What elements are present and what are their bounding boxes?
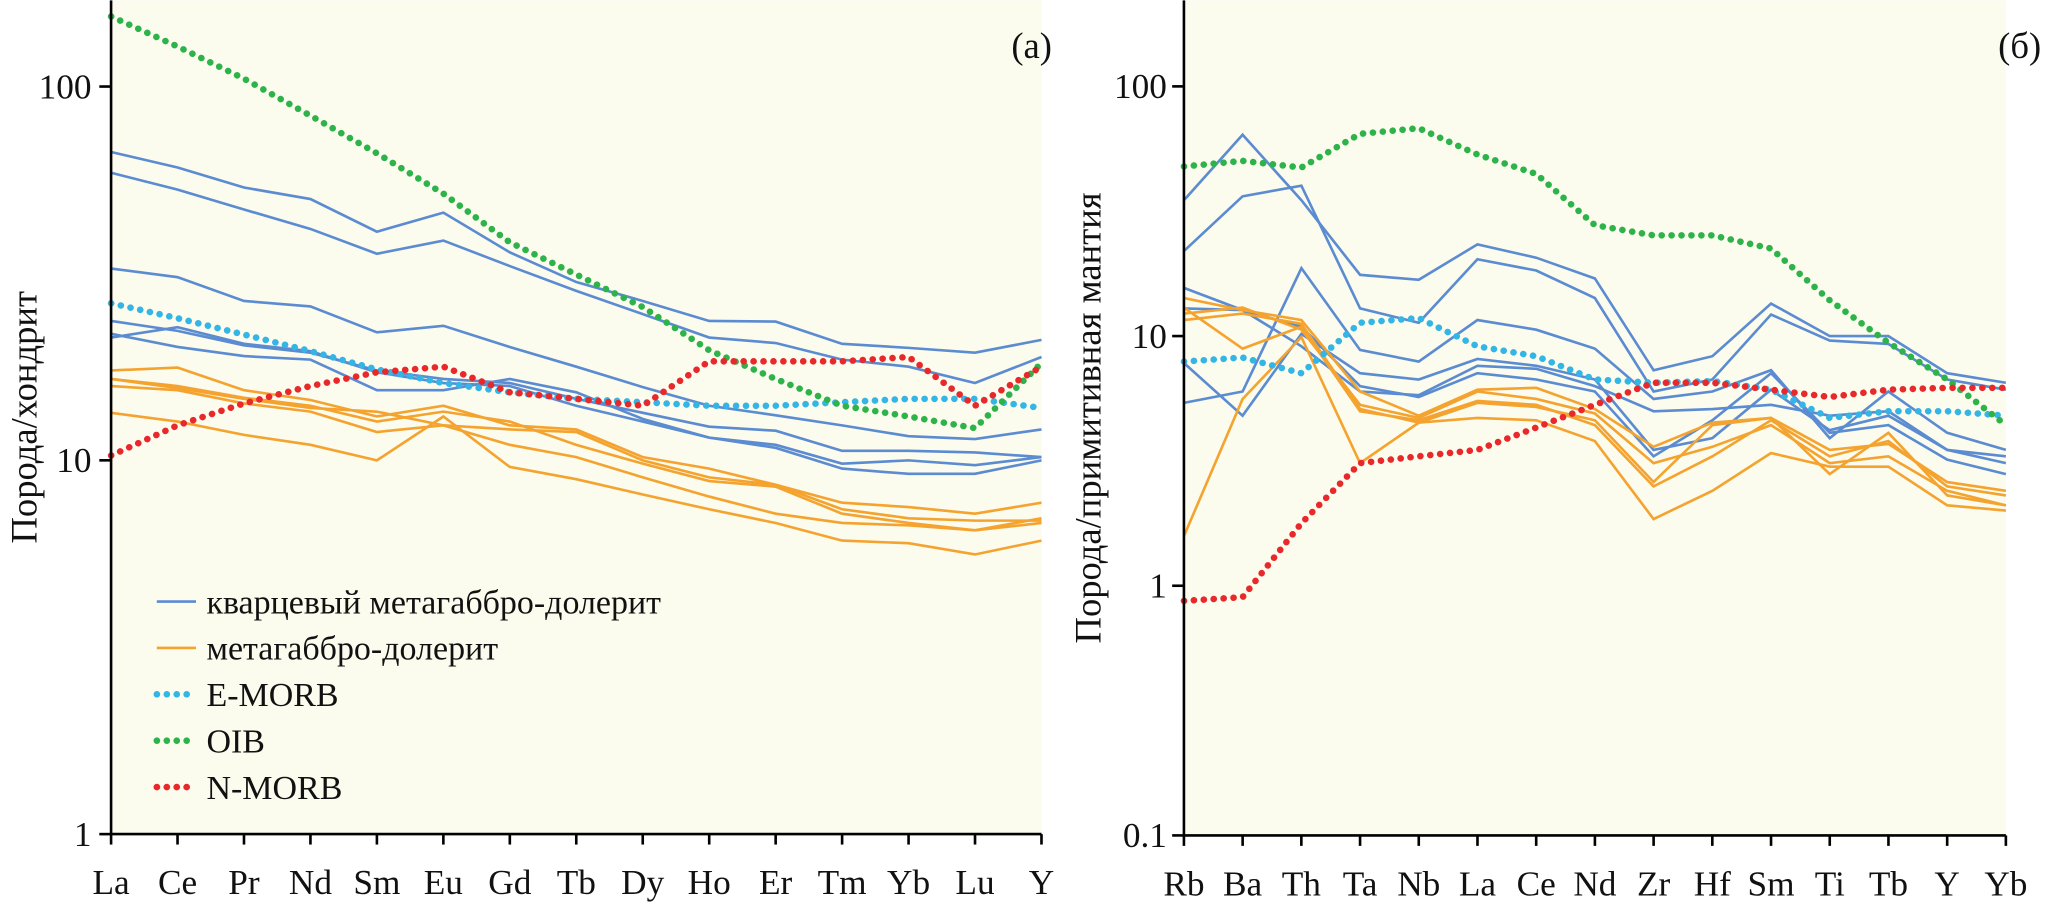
- data-line: [1182, 334, 2006, 537]
- x-tick-label: Yb: [887, 863, 930, 902]
- x-tick-label: Ce: [158, 863, 197, 902]
- x-tick-label: La: [1459, 865, 1497, 904]
- data-line: [107, 353, 1045, 459]
- data-line: [1183, 184, 2007, 393]
- x-tick-label: Ba: [1223, 865, 1263, 904]
- y-axis-title: Порода/хондрит: [4, 291, 45, 543]
- plot-background: [111, 0, 1042, 835]
- x-tick-label: Th: [1282, 865, 1322, 904]
- data-line: [110, 267, 1042, 441]
- y-tick-label: 10: [1132, 317, 1167, 356]
- data-line: [110, 377, 1042, 532]
- x-tick-label: Tb: [557, 863, 596, 902]
- x-tick-label: Ti: [1815, 865, 1845, 904]
- legend-label: E-MORB: [206, 677, 338, 714]
- data-line: [1180, 379, 2010, 605]
- x-tick-label: Zr: [1637, 865, 1671, 904]
- data-line: [110, 332, 1042, 476]
- data-line: [110, 384, 1042, 522]
- x-tick-label: Ho: [688, 863, 731, 902]
- y-tick-label: 100: [39, 67, 92, 106]
- data-line: [110, 171, 1042, 385]
- panel-label: (а): [1011, 25, 1052, 66]
- x-tick-label: Er: [759, 863, 793, 902]
- legend-label: N-MORB: [206, 770, 342, 807]
- y-tick-label: 100: [1114, 67, 1167, 106]
- x-tick-label: Tb: [1869, 865, 1908, 904]
- y-tick-label: 0.1: [1123, 816, 1167, 855]
- x-tick-label: Tm: [818, 863, 867, 902]
- y-tick-label: 1: [1149, 567, 1167, 606]
- y-tick-label: 10: [56, 441, 91, 480]
- x-tick-label: Ta: [1343, 865, 1378, 904]
- x-tick-label: Dy: [621, 863, 664, 902]
- x-tick-label: Ce: [1517, 865, 1556, 904]
- data-line: [110, 377, 1042, 532]
- x-tick-label: Nd: [1573, 865, 1616, 904]
- data-line: [1183, 307, 2007, 476]
- x-tick-label: La: [92, 863, 130, 902]
- data-line: [110, 150, 1042, 355]
- data-line: [110, 411, 1042, 556]
- x-tick-label: Lu: [955, 863, 995, 902]
- legend-label: кварцевый метагаббро-долерит: [206, 584, 661, 621]
- plot-background: [1183, 0, 2006, 836]
- data-line: [1183, 265, 2007, 452]
- x-tick-label: Sm: [1748, 865, 1795, 904]
- x-tick-label: Hf: [1694, 865, 1731, 904]
- panel-label: (б): [1998, 25, 2041, 66]
- x-tick-label: Sm: [353, 863, 400, 902]
- x-tick-label: Gd: [488, 863, 531, 902]
- data-line: [110, 325, 1042, 467]
- x-tick-label: Eu: [424, 863, 464, 902]
- x-tick-label: Rb: [1163, 865, 1204, 904]
- x-tick-label: Yb: [1984, 865, 2027, 904]
- x-tick-label: Nd: [289, 863, 332, 902]
- x-tick-label: Y: [1934, 865, 1959, 904]
- y-tick-label: 1: [74, 815, 92, 854]
- x-tick-label: Nb: [1397, 865, 1440, 904]
- data-line: [1180, 314, 2010, 422]
- y-axis-title: Порода/примитивная мантия: [1067, 192, 1108, 643]
- data-line: [111, 366, 1042, 516]
- x-tick-label: Y: [1029, 863, 1054, 902]
- legend-label: OIB: [206, 723, 265, 760]
- data-line: [107, 13, 1045, 432]
- data-line: [1180, 124, 2010, 429]
- legend-label: метагаббро-долерит: [206, 631, 498, 668]
- x-tick-label: Pr: [228, 863, 260, 902]
